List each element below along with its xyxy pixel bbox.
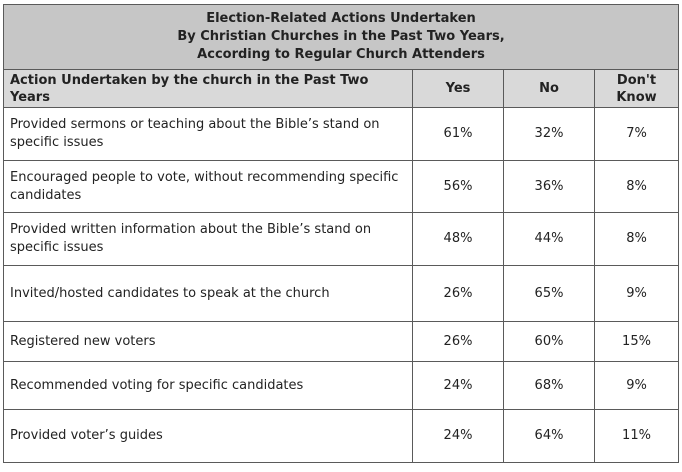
row-no: 65% [503, 265, 595, 322]
row-dont-know: 9% [593, 361, 680, 410]
row-action: Provided written information about the B… [3, 212, 413, 266]
row-dont-know: 8% [593, 212, 680, 266]
row-no: 64% [503, 409, 595, 463]
table-row: Invited/hosted candidates to speak at th… [3, 265, 680, 322]
row-no: 60% [503, 321, 595, 362]
row-dont-know: 7% [593, 107, 680, 161]
row-action: Invited/hosted candidates to speak at th… [3, 265, 413, 322]
table-row: Registered new voters 26% 60% 15% [3, 321, 680, 362]
column-header-no: No [503, 69, 595, 108]
title-line-1: Election-Related Actions Undertaken [206, 11, 476, 26]
row-dont-know: 9% [593, 265, 680, 322]
column-header-row: Action Undertaken by the church in the P… [3, 69, 680, 108]
table-row: Provided voter’s guides 24% 64% 11% [3, 409, 680, 463]
title-line-3: According to Regular Church Attenders [197, 47, 485, 62]
table-title: Election-Related Actions Undertaken By C… [2, 4, 680, 70]
column-header-action: Action Undertaken by the church in the P… [3, 69, 413, 108]
row-action: Provided voter’s guides [3, 409, 413, 463]
table-row: Recommended voting for specific candidat… [3, 361, 680, 410]
row-no: 36% [503, 160, 595, 213]
dont-know-line-2: Know [616, 89, 657, 105]
table-row: Provided sermons or teaching about the B… [3, 107, 680, 161]
row-yes: 61% [412, 107, 504, 161]
row-yes: 26% [412, 265, 504, 322]
row-yes: 56% [412, 160, 504, 213]
column-header-yes: Yes [412, 69, 504, 108]
row-yes: 48% [412, 212, 504, 266]
row-action: Encouraged people to vote, without recom… [3, 160, 413, 213]
row-no: 32% [503, 107, 595, 161]
row-no: 44% [503, 212, 595, 266]
row-action: Registered new voters [3, 321, 413, 362]
row-no: 68% [503, 361, 595, 410]
title-line-2: By Christian Churches in the Past Two Ye… [177, 29, 505, 44]
dont-know-line-1: Don't [616, 72, 657, 88]
row-yes: 24% [412, 409, 504, 463]
row-dont-know: 11% [593, 409, 680, 463]
column-header-dont-know: Don't Know [593, 69, 680, 108]
table-row: Encouraged people to vote, without recom… [3, 160, 680, 213]
election-actions-table: Election-Related Actions Undertaken By C… [2, 4, 680, 463]
row-yes: 26% [412, 321, 504, 362]
table-row: Provided written information about the B… [3, 212, 680, 266]
row-action: Recommended voting for specific candidat… [3, 361, 413, 410]
row-dont-know: 8% [593, 160, 680, 213]
row-dont-know: 15% [593, 321, 680, 362]
row-yes: 24% [412, 361, 504, 410]
row-action: Provided sermons or teaching about the B… [3, 107, 413, 161]
